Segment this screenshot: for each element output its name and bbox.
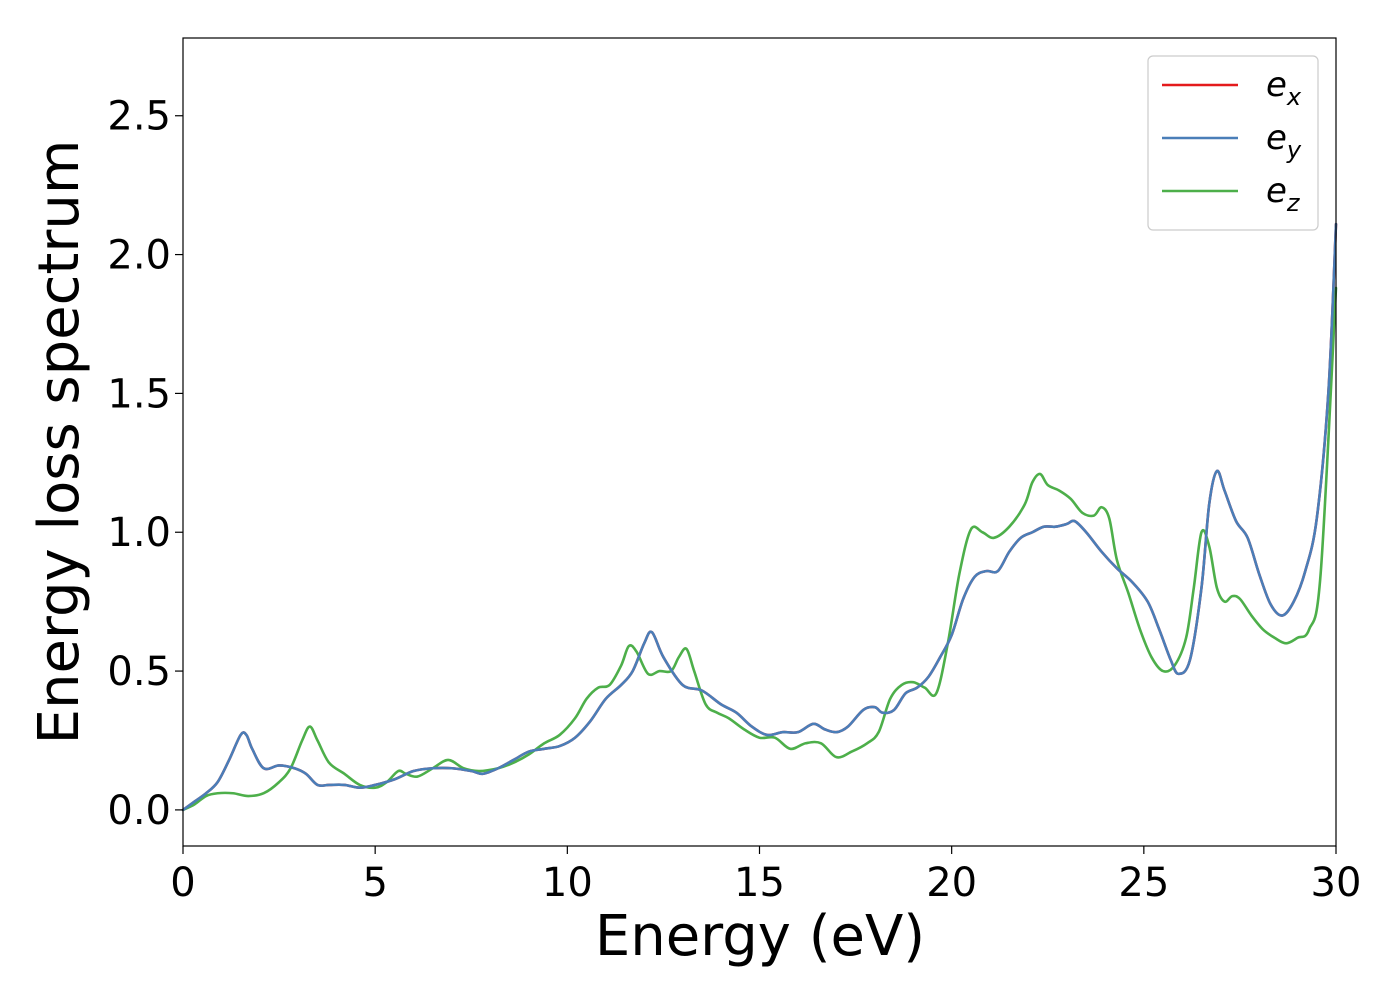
y-tick-label: 2.0 xyxy=(107,233,171,279)
x-tick-label: 0 xyxy=(170,860,195,906)
legend-box xyxy=(1147,55,1319,231)
legend-label-subscript: z xyxy=(1286,189,1301,217)
legend-label-subscript: x xyxy=(1286,83,1302,111)
legend-label: ex xyxy=(1266,65,1302,111)
y-tick-label: 0.5 xyxy=(107,649,171,695)
x-axis-label: Energy (eV) xyxy=(595,904,925,969)
y-tick-label: 2.5 xyxy=(107,94,171,140)
legend-label-subscript: y xyxy=(1286,136,1302,164)
y-tick-label: 1.0 xyxy=(107,510,171,556)
plot-lines xyxy=(181,222,1338,812)
y-axis-label: Energy loss spectrum xyxy=(27,140,92,745)
series-line-e-y xyxy=(181,222,1338,812)
legend-label: ez xyxy=(1266,171,1301,217)
y-axis-ticks: 0.0 0.5 1.0 1.5 2.0 2.5 xyxy=(107,94,183,834)
series-line-e-z xyxy=(181,286,1338,812)
legend-label-main: e xyxy=(1266,118,1287,158)
legend-label-main: e xyxy=(1266,171,1287,211)
x-tick-label: 25 xyxy=(1118,860,1169,906)
x-tick-label: 10 xyxy=(542,860,593,906)
y-tick-label: 1.5 xyxy=(107,371,171,417)
x-axis-ticks: 0 5 10 15 20 25 30 xyxy=(170,846,1361,906)
legend-label-main: e xyxy=(1266,65,1287,105)
y-tick-label: 0.0 xyxy=(107,788,171,834)
x-tick-label: 20 xyxy=(926,860,977,906)
x-tick-label: 5 xyxy=(362,860,387,906)
x-tick-label: 30 xyxy=(1311,860,1362,906)
legend-label: ey xyxy=(1266,118,1302,164)
x-tick-label: 15 xyxy=(734,860,785,906)
